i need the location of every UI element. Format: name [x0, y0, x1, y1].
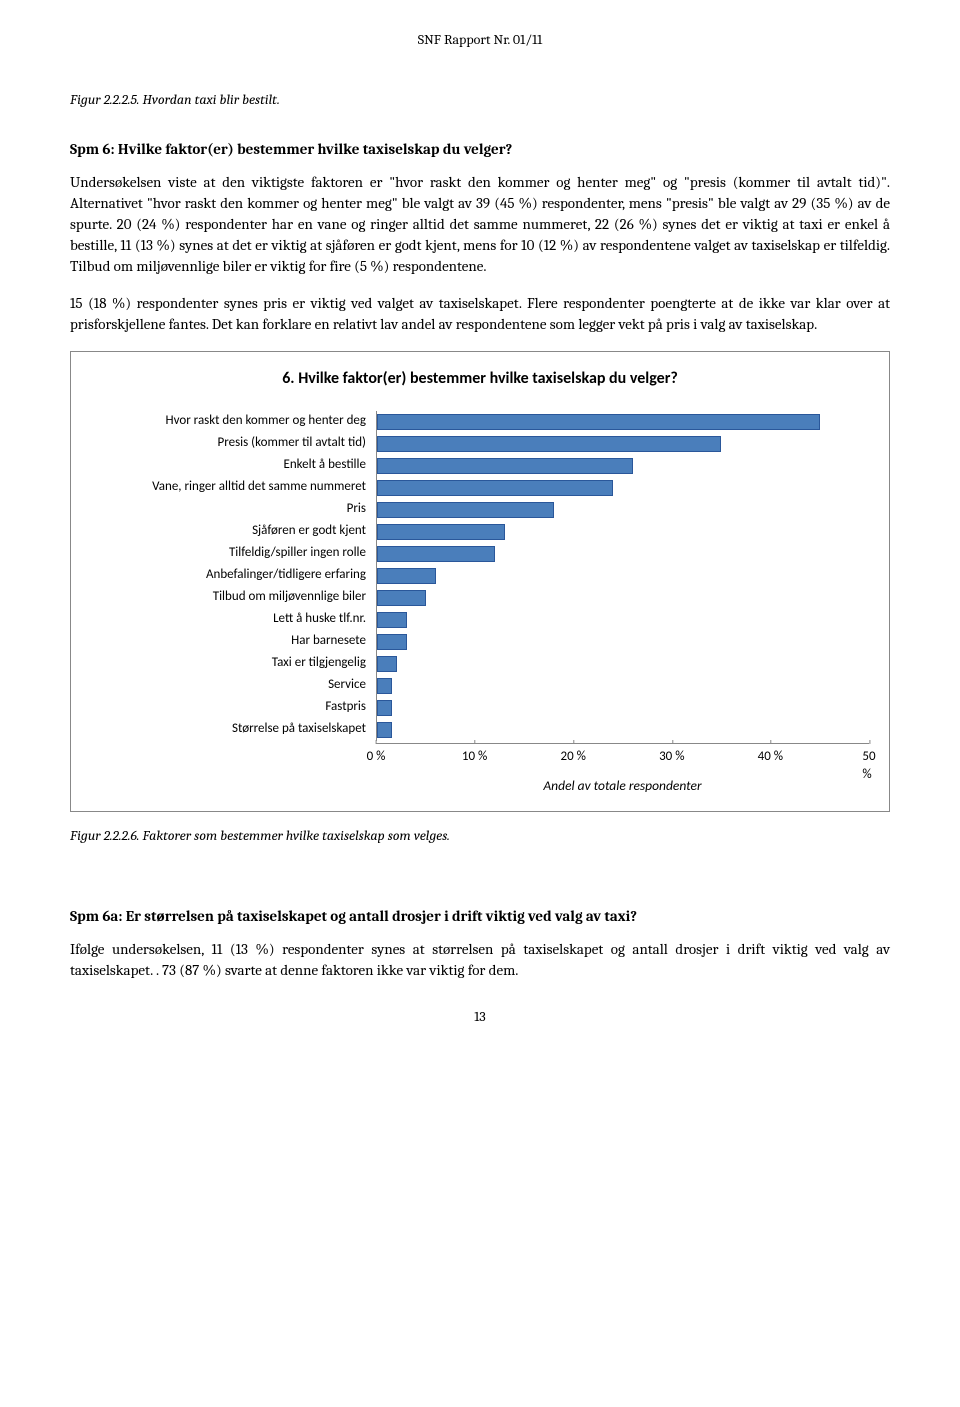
chart-bar-area [376, 697, 869, 719]
chart-bar [377, 524, 505, 540]
chart-row-label: Størrelse på taxiselskapet [91, 720, 376, 738]
chart-bar [377, 700, 392, 716]
chart-bar-area [376, 477, 869, 499]
chart-row: Størrelse på taxiselskapet [91, 719, 869, 741]
body-paragraph: 15 (18 %) respondenter synes pris er vik… [70, 293, 890, 335]
chart-bar [377, 414, 820, 430]
chart-bar-area [376, 455, 869, 477]
chart-row-label: Presis (kommer til avtalt tid) [91, 434, 376, 452]
chart-bar-area [376, 411, 869, 433]
chart-row: Tilbud om miljøvennlige biler [91, 587, 869, 609]
chart-bar-area [376, 719, 869, 741]
chart-bar [377, 590, 426, 606]
chart-row: Fastpris [91, 697, 869, 719]
chart-tick: 50 % [862, 744, 875, 784]
chart-bar-area [376, 587, 869, 609]
chart-bar-area [376, 609, 869, 631]
chart-row-label: Pris [91, 500, 376, 518]
chart-bar [377, 436, 721, 452]
chart-row-label: Enkelt å bestille [91, 456, 376, 474]
chart-row-label: Tilfeldig/spiller ingen rolle [91, 544, 376, 562]
chart-row: Enkelt å bestille [91, 455, 869, 477]
chart-row: Sjåføren er godt kjent [91, 521, 869, 543]
chart-title: 6. Hvilke faktor(er) bestemmer hvilke ta… [91, 368, 869, 390]
chart-row: Anbefalinger/tidligere erfaring [91, 565, 869, 587]
chart-bar-area [376, 675, 869, 697]
chart-bar-area [376, 565, 869, 587]
figure-caption-2: Figur 2.2.2.6. Faktorer som bestemmer hv… [70, 826, 890, 846]
chart-bar [377, 678, 392, 694]
chart-bar [377, 612, 407, 628]
figure-caption-1: Figur 2.2.2.5. Hvordan taxi blir bestilt… [70, 90, 890, 110]
chart-x-axis-label: Andel av totale respondenter [376, 777, 869, 796]
chart-row-label: Tilbud om miljøvennlige biler [91, 588, 376, 606]
chart-row-label: Fastpris [91, 698, 376, 716]
chart-container: 6. Hvilke faktor(er) bestemmer hvilke ta… [70, 351, 890, 812]
chart-bar [377, 546, 495, 562]
chart-bar [377, 568, 436, 584]
chart-row: Presis (kommer til avtalt tid) [91, 433, 869, 455]
chart-bar [377, 722, 392, 738]
chart-row: Pris [91, 499, 869, 521]
chart-tick: 20 % [560, 744, 585, 766]
chart-row: Taxi er tilgjengelig [91, 653, 869, 675]
chart-row-label: Vane, ringer alltid det samme nummeret [91, 478, 376, 496]
chart-bar-area [376, 631, 869, 653]
chart-tick: 10 % [462, 744, 487, 766]
section-heading-6a: Spm 6a: Er størrelsen på taxiselskapet o… [70, 906, 890, 927]
chart-tick: 0 % [367, 744, 386, 766]
body-paragraph: Undersøkelsen viste at den viktigste fak… [70, 172, 890, 277]
chart-row: Service [91, 675, 869, 697]
report-header: SNF Rapport Nr. 01/11 [70, 30, 890, 50]
page-number: 13 [70, 1007, 890, 1027]
chart-tick: 30 % [659, 744, 684, 766]
body-paragraph: Ifølge undersøkelsen, 11 (13 %) responde… [70, 939, 890, 981]
chart-row: Lett å huske tlf.nr. [91, 609, 869, 631]
chart-bar [377, 502, 554, 518]
chart-row-label: Hvor raskt den kommer og henter deg [91, 412, 376, 430]
chart-row-label: Sjåføren er godt kjent [91, 522, 376, 540]
chart-bar-area [376, 543, 869, 565]
section-heading-6: Spm 6: Hvilke faktor(er) bestemmer hvilk… [70, 139, 890, 160]
chart-area: Hvor raskt den kommer og henter deg Presi… [91, 411, 869, 796]
chart-row-label: Anbefalinger/tidligere erfaring [91, 566, 376, 584]
chart-bar [377, 656, 397, 672]
chart-bar-area [376, 521, 869, 543]
chart-bar [377, 634, 407, 650]
chart-bar-area [376, 653, 869, 675]
chart-row: Hvor raskt den kommer og henter deg [91, 411, 869, 433]
chart-tick: 40 % [758, 744, 783, 766]
chart-row: Vane, ringer alltid det samme nummeret [91, 477, 869, 499]
chart-bar-area [376, 499, 869, 521]
chart-row-label: Taxi er tilgjengelig [91, 654, 376, 672]
chart-bar [377, 480, 613, 496]
chart-row: Tilfeldig/spiller ingen rolle [91, 543, 869, 565]
chart-row-label: Har barnesete [91, 632, 376, 650]
chart-row-label: Lett å huske tlf.nr. [91, 610, 376, 628]
chart-bar [377, 458, 633, 474]
chart-row: Har barnesete [91, 631, 869, 653]
chart-bar-area [376, 433, 869, 455]
chart-row-label: Service [91, 676, 376, 694]
